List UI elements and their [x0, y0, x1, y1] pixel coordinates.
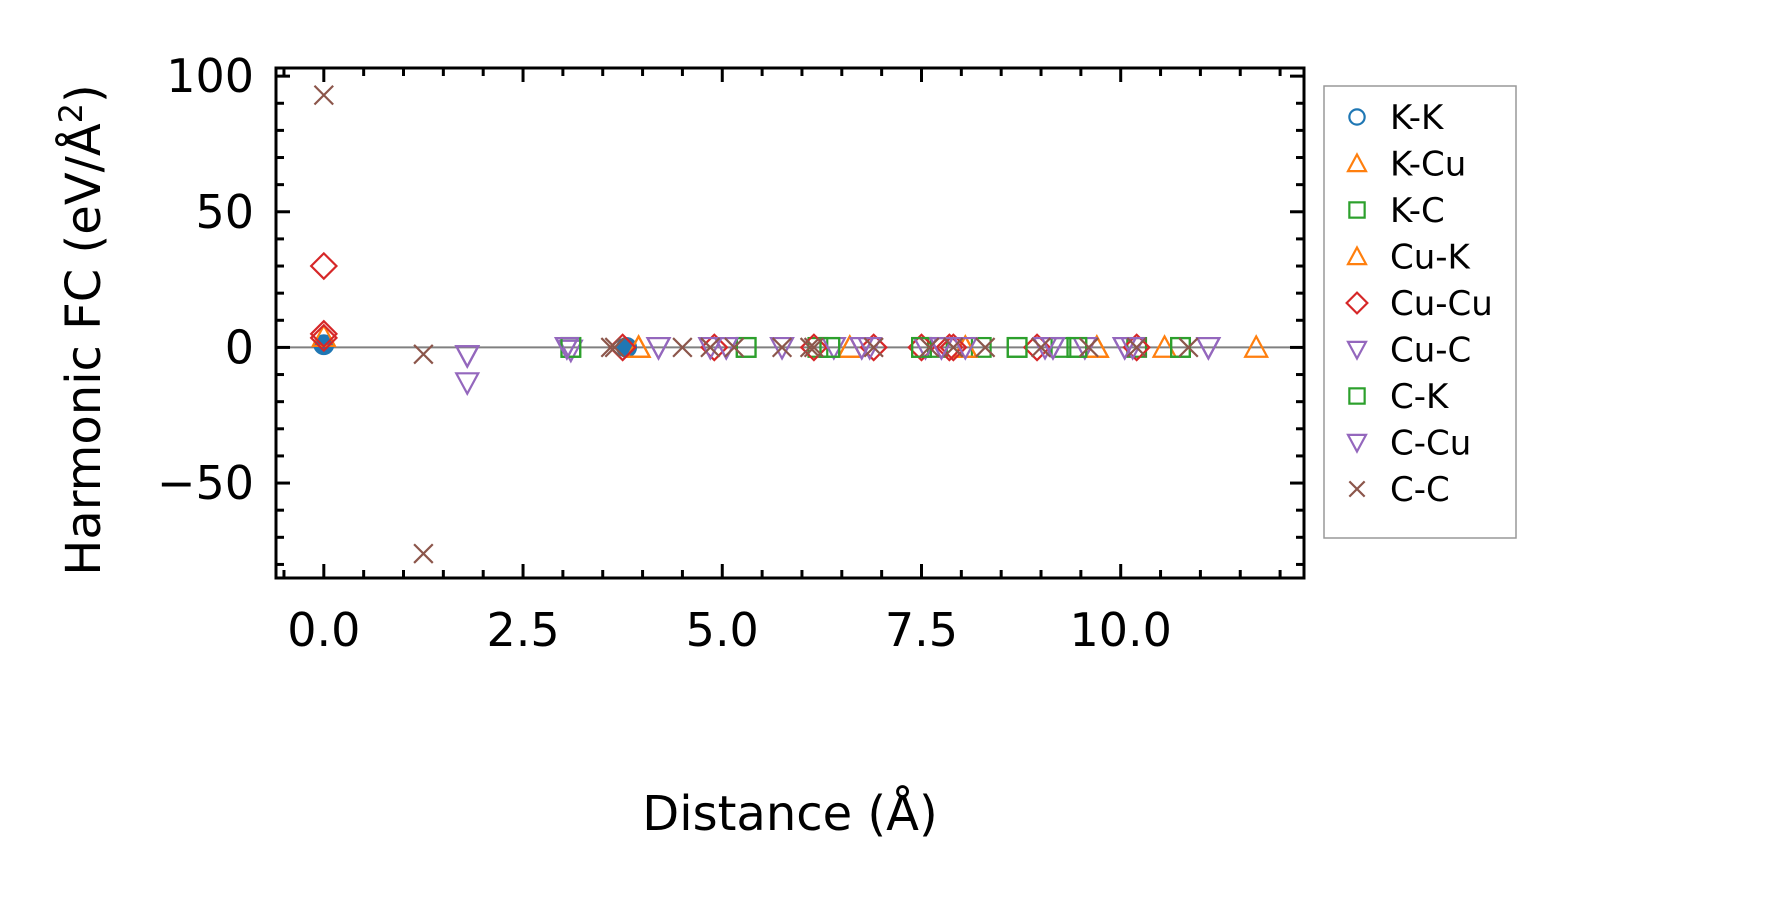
data-point-cu-c [769, 336, 795, 361]
x-axis-title: Distance (Å) [642, 785, 937, 842]
data-point-c-c [1030, 337, 1052, 358]
y-tick-label: 100 [166, 49, 254, 103]
data-point-c-k [1006, 336, 1028, 358]
data-point-c-c [975, 337, 996, 358]
data-point-cu-c [454, 372, 481, 396]
legend-label-cu-cu: Cu-Cu [1390, 284, 1493, 324]
y-axis-ticks: −50 0 50 100 [157, 49, 1304, 566]
legend-marker-k-c [1348, 201, 1366, 219]
data-point-c-cu [928, 336, 955, 361]
data-point-c-cu [454, 345, 481, 369]
data-point-c-c [799, 337, 821, 358]
data-point-c-c [313, 84, 334, 106]
data-point-cu-cu [859, 333, 888, 362]
data-point-cu-cu [1122, 333, 1151, 362]
legend-marker-cu-k [1346, 245, 1368, 266]
legend-label-c-c: C-C [1390, 470, 1450, 510]
legend-label-cu-k: Cu-K [1390, 238, 1472, 278]
data-point-c-cu [1111, 336, 1138, 361]
y-axis-title: Harmonic FC (eV/Å2) [52, 84, 112, 576]
legend-label-k-cu: K-Cu [1390, 145, 1466, 185]
x-tick-label: 2.5 [486, 603, 559, 657]
data-point-c-cu [1195, 336, 1222, 361]
data-point-c-c [919, 337, 940, 358]
x-tick-label: 0.0 [287, 603, 360, 657]
data-point-c-c [1178, 337, 1199, 358]
x-tick-label: 7.5 [885, 603, 958, 657]
data-point-c-c [600, 337, 621, 358]
data-point-c-k [735, 336, 757, 358]
y-axis-title-superscript: 2 [52, 103, 90, 123]
data-point-c-c [604, 337, 625, 358]
plot-area [274, 66, 1306, 580]
x-tick-label: 10.0 [1070, 603, 1172, 657]
data-point-c-c [700, 337, 721, 358]
legend: K-K K-Cu K-C Cu-K Cu-Cu Cu-C C-K C-Cu C-C [1323, 85, 1517, 539]
y-tick-label: 50 [195, 185, 254, 239]
legend-label-c-cu: C-Cu [1390, 424, 1471, 464]
data-point-c-c [672, 337, 693, 358]
legend-label-k-c: K-C [1390, 191, 1445, 231]
legend-label-c-k: C-K [1390, 377, 1450, 417]
legend-marker-cu-cu [1345, 291, 1369, 315]
data-point-c-k [1066, 336, 1088, 358]
data-points [309, 84, 1270, 564]
data-point-c-cu [848, 336, 875, 361]
data-point-c-c [1126, 337, 1147, 358]
legend-marker-c-cu [1346, 433, 1368, 454]
data-point-c-c [803, 337, 825, 358]
data-point-c-c [1078, 337, 1099, 358]
data-point-k-cu [1243, 334, 1270, 358]
data-point-cu-c [558, 339, 584, 364]
data-point-cu-c [454, 345, 481, 369]
data-point-cu-cu [309, 323, 339, 353]
y-tick-label: −50 [157, 456, 254, 510]
legend-marker-c-c [1348, 480, 1366, 498]
x-axis-ticks: 0.0 2.5 5.0 7.5 10.0 [282, 68, 1282, 657]
data-point-c-cu [554, 336, 580, 361]
data-point-c-c [943, 337, 964, 358]
legend-label-cu-c: Cu-C [1390, 331, 1471, 371]
data-point-cu-cu [939, 333, 968, 362]
legend-marker-c-k [1348, 387, 1366, 405]
legend-label-k-k: K-K [1390, 98, 1445, 138]
data-point-c-c [771, 337, 793, 358]
y-tick-label: 0 [225, 320, 254, 374]
y-axis-title-main: Harmonic FC (eV/Å [55, 123, 112, 576]
data-point-c-cu [645, 336, 672, 361]
data-point-cu-c [952, 336, 979, 361]
data-point-cu-c [697, 336, 724, 361]
data-point-c-cu [1040, 336, 1066, 361]
data-point-c-c [863, 337, 884, 358]
legend-marker-cu-c [1346, 340, 1368, 361]
legend-marker-k-k [1348, 108, 1366, 126]
data-point-c-c [724, 337, 745, 358]
plot-frame [274, 66, 1306, 580]
data-point-cu-cu [309, 251, 339, 281]
legend-marker-k-cu [1346, 152, 1368, 173]
x-tick-label: 5.0 [686, 603, 759, 657]
data-point-c-c [413, 543, 434, 564]
y-axis-title-close: ) [56, 84, 112, 103]
data-point-c-k [819, 336, 841, 358]
data-point-c-c [413, 344, 434, 365]
data-point-cu-cu [309, 319, 339, 349]
